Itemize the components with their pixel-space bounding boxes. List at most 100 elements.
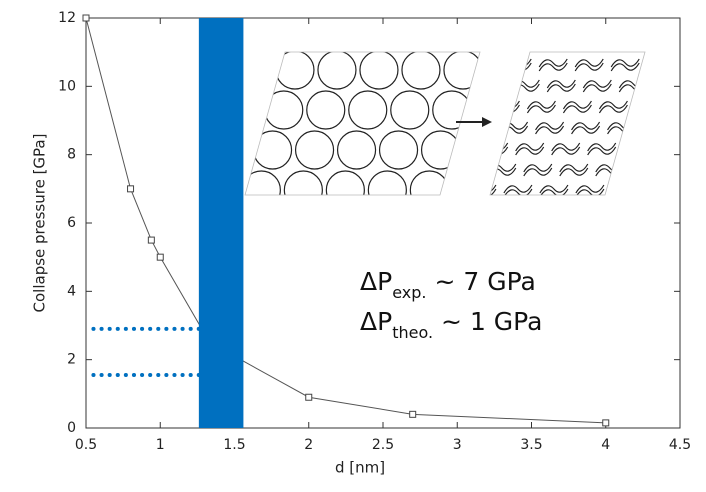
annotation-symbol: ΔP [360, 267, 392, 296]
collapsed-pore [503, 184, 533, 195]
collapsed-pore [562, 100, 592, 114]
collapsed-pattern [444, 58, 675, 195]
collapsed-pore [502, 58, 532, 72]
collapsed-pore [634, 100, 645, 114]
collapsed-pore [490, 142, 509, 156]
collapsed-pore [610, 58, 640, 72]
annotation-text: ~ 7 GPa [434, 267, 535, 296]
data-point [127, 185, 135, 193]
x-tick-label: 1 [156, 437, 165, 453]
collapsed-pore [538, 58, 568, 72]
pore [486, 51, 524, 89]
collapsed-pore [523, 163, 553, 177]
collapsed-pore [515, 142, 545, 156]
pore [283, 170, 323, 195]
collapsed-pore [623, 142, 645, 156]
pore [409, 170, 449, 195]
pore [401, 52, 441, 90]
x-tick-label: 0.5 [75, 437, 97, 453]
collapsed-pore [551, 142, 581, 156]
pore [420, 130, 461, 170]
y-tick-label: 10 [58, 78, 76, 94]
x-tick-label: 1.5 [223, 437, 245, 453]
data-line [85, 17, 606, 424]
collapsed-pore [455, 101, 483, 113]
x-tick-label: 4 [601, 437, 610, 453]
pore [462, 130, 480, 170]
collapsed-pore [574, 58, 604, 72]
collapsed-pore [452, 164, 480, 176]
pore [294, 130, 335, 170]
y-axis-title: Collapse pressure [GPa] [31, 134, 49, 313]
collapsed-pore [510, 79, 540, 93]
collapsed-pore [546, 79, 576, 93]
pore [474, 90, 480, 130]
cell-outline [489, 51, 646, 196]
pore [325, 170, 365, 195]
pore [367, 170, 407, 195]
annotation-subscript: exp. [392, 283, 426, 302]
y-tick-label: 12 [58, 10, 76, 26]
x-tick-label: 4.5 [669, 437, 691, 453]
annotation: ΔPexp. ~ 7 GPa [360, 267, 536, 302]
collapsed-pore [598, 100, 628, 114]
plot-frame [85, 17, 681, 429]
x-tick-label: 2.5 [372, 437, 394, 453]
annotation-text: ~ 1 GPa [441, 307, 542, 336]
collapsed-pore [490, 79, 504, 93]
highlight-band [198, 18, 244, 428]
y-tick-label: 0 [67, 420, 76, 436]
data-point [409, 410, 417, 418]
x-axis-title: d [nm] [335, 459, 385, 477]
pore [252, 130, 293, 170]
pore [317, 52, 357, 90]
annotation-symbol: ΔP [360, 307, 392, 336]
pore [275, 52, 315, 90]
x-tick-label: 2 [304, 437, 313, 453]
y-tick-label: 6 [67, 215, 76, 231]
pore [432, 90, 472, 130]
annotation-subscript: theo. [392, 323, 433, 342]
collapsed-pore [535, 121, 565, 135]
collapsed-pore [595, 163, 625, 177]
collapsed-pore [587, 142, 617, 156]
data-point [82, 14, 90, 22]
data-point [602, 419, 610, 427]
data-point [305, 393, 313, 401]
collapsed-pore [607, 121, 637, 135]
pore [451, 170, 480, 195]
data-point [147, 236, 155, 244]
cell-outline [244, 51, 481, 196]
y-tick-label: 2 [67, 352, 76, 368]
collapsed-pore [559, 163, 589, 177]
y-tick-label: 8 [67, 147, 76, 163]
pore [306, 90, 346, 130]
collapsed-pore [490, 58, 496, 72]
pore [264, 90, 304, 130]
collapsed-pore [647, 59, 675, 71]
pore [336, 130, 377, 170]
pore [443, 52, 480, 90]
collapsed-pore [575, 184, 605, 195]
arrow-head [482, 117, 492, 127]
collapsed-pore [499, 121, 529, 135]
pore [359, 52, 399, 90]
collapsed-pore [444, 143, 472, 155]
collapsed-pore [643, 121, 645, 135]
pore [245, 170, 281, 195]
annotation: ΔPtheo. ~ 1 GPa [360, 307, 542, 342]
collapsed-pore [490, 184, 497, 195]
x-tick-label: 3 [453, 437, 462, 453]
pore [348, 90, 388, 130]
collapsed-pore [571, 121, 601, 135]
collapsed-pore [611, 184, 641, 195]
data-point [156, 253, 164, 261]
x-tick-label: 3.5 [520, 437, 542, 453]
pore [158, 171, 196, 209]
collapsed-pore [618, 79, 645, 93]
pore [390, 90, 430, 130]
collapsed-pore [631, 163, 645, 177]
collapsed-pore [582, 79, 612, 93]
y-tick-label: 4 [67, 283, 76, 299]
